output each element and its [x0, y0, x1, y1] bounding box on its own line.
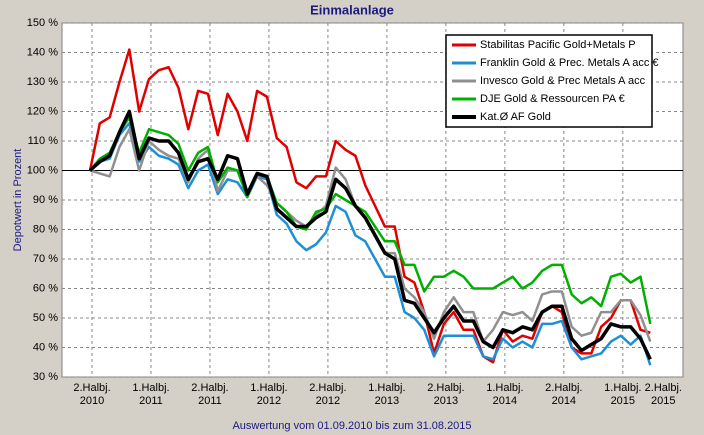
legend-label: Kat.Ø AF Gold: [480, 111, 551, 123]
legend-label: Stabilitas Pacific Gold+Metals P: [480, 39, 636, 51]
x-tick-label: 2.Halbj. 2014: [545, 382, 583, 407]
x-tick-label: 1.Halbj. 2015: [604, 382, 642, 407]
x-tick-label: 2.Halbj. 2011: [191, 382, 229, 407]
legend-label: DJE Gold & Ressourcen PA €: [480, 93, 625, 105]
x-axis-label: Auswertung vom 01.09.2010 bis zum 31.08.…: [232, 420, 471, 432]
x-tick-label: 1.Halbj. 2011: [132, 382, 170, 407]
y-tick-label: 80 %: [33, 223, 58, 235]
x-tick-label: 1.Halbj. 2014: [486, 382, 524, 407]
y-tick-label: 50 %: [33, 312, 58, 324]
series-line: [88, 48, 651, 364]
y-tick-label: 30 %: [33, 371, 58, 383]
series-line: [89, 122, 652, 366]
x-tick-label: 2.Halbj. 2010: [73, 382, 111, 407]
x-tick-label: 2.Halbj. 2012: [309, 382, 347, 407]
x-tick-label: 1.Halbj. 2012: [250, 382, 288, 407]
y-tick-label: 120 %: [27, 105, 58, 117]
y-tick-label: 40 %: [33, 341, 58, 353]
series-line: [89, 116, 652, 325]
y-tick-label: 70 %: [33, 253, 58, 265]
y-tick-label: 90 %: [33, 194, 58, 206]
y-tick-label: 110 %: [28, 135, 59, 147]
series-line: [88, 109, 652, 361]
x-tick-label: 2.Halbj. 2013: [427, 382, 465, 407]
y-tick-label: 60 %: [33, 282, 58, 294]
x-tick-label: 1.Halbj. 2013: [368, 382, 406, 407]
y-tick-label: 100 %: [27, 164, 58, 176]
y-axis-label: Depotwert in Prozent: [12, 149, 24, 252]
chart-title: Einmalanlage: [310, 2, 394, 17]
legend-label: Invesco Gold & Prec Metals A acc: [480, 75, 646, 87]
y-tick-label: 130 %: [27, 76, 58, 88]
legend-label: Franklin Gold & Prec. Metals A acc €: [480, 57, 659, 69]
y-tick-label: 140 %: [27, 46, 58, 58]
legend-box: [445, 34, 653, 128]
x-tick-label: 2.Halbj. 2015: [644, 382, 682, 407]
y-tick-label: 150 %: [27, 17, 58, 29]
